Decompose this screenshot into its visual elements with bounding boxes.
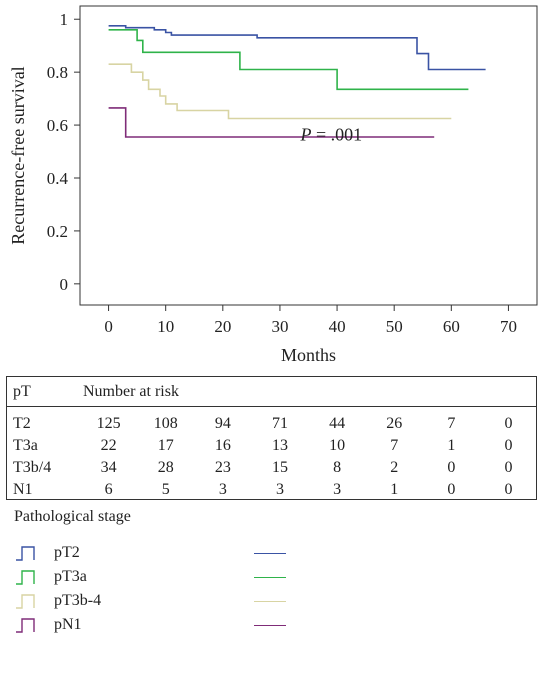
risk-count: 7 xyxy=(447,415,456,432)
series-line-pt3a xyxy=(108,29,469,91)
risk-count: 125 xyxy=(96,415,121,432)
risk-count: 6 xyxy=(104,481,113,498)
risk-row-label: N1 xyxy=(13,481,33,498)
risk-count: 23 xyxy=(214,459,231,476)
step-line-icon xyxy=(16,546,35,561)
y-axis: 0 0.2 0.4 0.6 0.8 1 xyxy=(47,10,80,294)
x-axis: 0 10 20 30 40 50 60 70 xyxy=(104,305,517,336)
risk-count: 94 xyxy=(214,415,231,432)
legend-label: pN1 xyxy=(54,616,82,633)
risk-row-n1: N1 6 5 3 3 3 1 0 0 xyxy=(7,478,536,502)
risk-table-header: pT Number at risk xyxy=(7,380,536,404)
risk-row-t2: T2 125 108 94 71 44 26 7 0 xyxy=(7,412,536,436)
risk-table-header-title: Number at risk xyxy=(83,383,179,400)
risk-count: 71 xyxy=(271,415,288,432)
risk-row-label: T3a xyxy=(13,437,38,454)
risk-count: 16 xyxy=(214,437,231,454)
p-value-symbol: P xyxy=(300,124,312,144)
risk-count: 8 xyxy=(333,459,342,476)
risk-count: 44 xyxy=(329,415,346,432)
y-tick-label: 0.6 xyxy=(47,116,68,135)
legend-label: pT3b-4 xyxy=(54,592,102,609)
risk-count: 2 xyxy=(390,459,399,476)
risk-count: 3 xyxy=(218,481,227,498)
x-tick-label: 60 xyxy=(443,317,460,336)
risk-row-label: T3b/4 xyxy=(13,459,52,476)
legend-line-sample xyxy=(254,553,286,554)
y-tick-label: 0 xyxy=(60,275,69,294)
legend-item-pt2: pT2 xyxy=(14,542,314,564)
risk-count: 0 xyxy=(504,415,513,432)
plot-frame xyxy=(79,5,538,306)
legend-line-sample xyxy=(254,601,286,602)
risk-count: 34 xyxy=(100,459,117,476)
step-line-icon xyxy=(16,594,35,609)
risk-count: 0 xyxy=(504,437,513,454)
x-tick-label: 0 xyxy=(104,317,113,336)
x-tick-label: 40 xyxy=(329,317,346,336)
legend-line-sample xyxy=(254,625,286,626)
x-axis-title: Months xyxy=(281,345,336,365)
legend-item-pt3a: pT3a xyxy=(14,566,314,588)
y-tick-label: 0.2 xyxy=(47,222,68,241)
series-lines xyxy=(108,25,486,138)
x-tick-label: 10 xyxy=(157,317,174,336)
step-line-icon xyxy=(16,618,35,633)
y-tick-label: 0.8 xyxy=(47,63,68,82)
p-value-annotation: P = .001 xyxy=(300,124,363,144)
risk-count: 0 xyxy=(504,459,513,476)
risk-count: 7 xyxy=(390,437,399,454)
y-tick-label: 0.4 xyxy=(47,169,69,188)
risk-count: 28 xyxy=(157,459,174,476)
risk-count: 10 xyxy=(329,437,346,454)
x-tick-label: 20 xyxy=(214,317,231,336)
legend-label: pT2 xyxy=(54,544,80,561)
plot-border xyxy=(79,5,538,306)
step-line-icon xyxy=(16,570,35,585)
legend-label: pT3a xyxy=(54,568,87,585)
legend: Pathological stage pT2 pT3a pT3b-4 pN1 xyxy=(0,508,543,680)
risk-count: 3 xyxy=(333,481,342,498)
y-axis-title: Recurrence-free survival xyxy=(8,66,28,244)
risk-count: 5 xyxy=(161,481,170,498)
risk-count: 1 xyxy=(390,481,399,498)
risk-count: 1 xyxy=(447,437,456,454)
legend-item-pn1: pN1 xyxy=(14,614,314,636)
risk-count: 0 xyxy=(504,481,513,498)
risk-count: 0 xyxy=(447,481,456,498)
risk-row-t3a: T3a 22 17 16 13 10 7 1 0 xyxy=(7,434,536,458)
risk-count: 3 xyxy=(275,481,284,498)
y-tick-label: 1 xyxy=(60,10,69,29)
risk-count: 108 xyxy=(153,415,178,432)
series-line-pt2 xyxy=(108,25,486,71)
risk-count: 15 xyxy=(271,459,288,476)
x-tick-label: 30 xyxy=(271,317,288,336)
p-value-text: = .001 xyxy=(312,124,363,144)
risk-count: 13 xyxy=(271,437,288,454)
risk-table-header-label: pT xyxy=(13,383,31,400)
risk-count: 22 xyxy=(100,437,117,454)
legend-item-pt3b-4: pT3b-4 xyxy=(14,590,314,612)
risk-row-t3b-4: T3b/4 34 28 23 15 8 2 0 0 xyxy=(7,456,536,480)
risk-count: 26 xyxy=(386,415,403,432)
risk-count: 0 xyxy=(447,459,456,476)
x-tick-label: 50 xyxy=(386,317,403,336)
series-line-pt3b-4 xyxy=(108,63,452,120)
risk-count: 17 xyxy=(157,437,174,454)
survival-chart: 00.20.40.60.81 0 10 20 30 40 50 60 70 P = .001 … xyxy=(8,5,538,365)
risk-row-label: T2 xyxy=(13,415,31,432)
legend-line-sample xyxy=(254,577,286,578)
risk-table-divider xyxy=(7,406,536,407)
series-line-pn1 xyxy=(108,107,435,138)
legend-title: Pathological stage xyxy=(14,508,131,525)
number-at-risk-table: pT Number at risk T2 125 108 94 71 44 26 7 0 T3a 2… xyxy=(6,376,537,500)
x-tick-label: 70 xyxy=(500,317,517,336)
